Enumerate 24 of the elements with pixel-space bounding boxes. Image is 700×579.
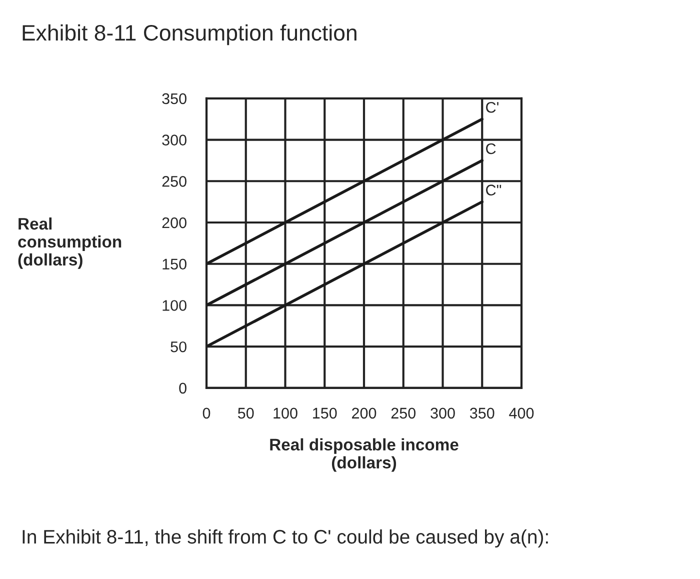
- x-tick-label: 250: [391, 408, 416, 419]
- x-tick-label: 150: [313, 408, 337, 419]
- y-tick-label: 350: [162, 93, 186, 104]
- series-label: C: [486, 143, 496, 154]
- y-tick-label: 150: [162, 258, 186, 270]
- y-tick-label: 250: [162, 176, 186, 187]
- y-tick-label: 100: [162, 300, 186, 311]
- y-tick-label: 0: [179, 382, 186, 394]
- text: In Exhibit 8-11, the shift from C to C' could be caused by a(n):: [22, 529, 548, 548]
- series-label: C': [486, 102, 498, 113]
- y-tick-label: 50: [170, 341, 186, 352]
- y-tick-label: 300: [162, 134, 186, 146]
- x-tick-label: 0: [202, 408, 210, 419]
- y-axis-title: Real consumption (dollars): [18, 217, 122, 269]
- series-label: C": [486, 184, 502, 196]
- y-tick-label: 200: [162, 217, 186, 228]
- x-tick-label: 300: [430, 408, 455, 419]
- chart-title: Exhibit 8-11 Consumption function: [22, 24, 356, 46]
- x-tick-label: 400: [509, 408, 534, 419]
- x-axis-title: Real disposable income (dollars): [270, 438, 458, 472]
- x-tick-label: 100: [274, 408, 298, 419]
- x-tick-label: 50: [238, 408, 254, 419]
- x-tick-label: 200: [352, 408, 376, 419]
- x-tick-label: 350: [470, 408, 494, 419]
